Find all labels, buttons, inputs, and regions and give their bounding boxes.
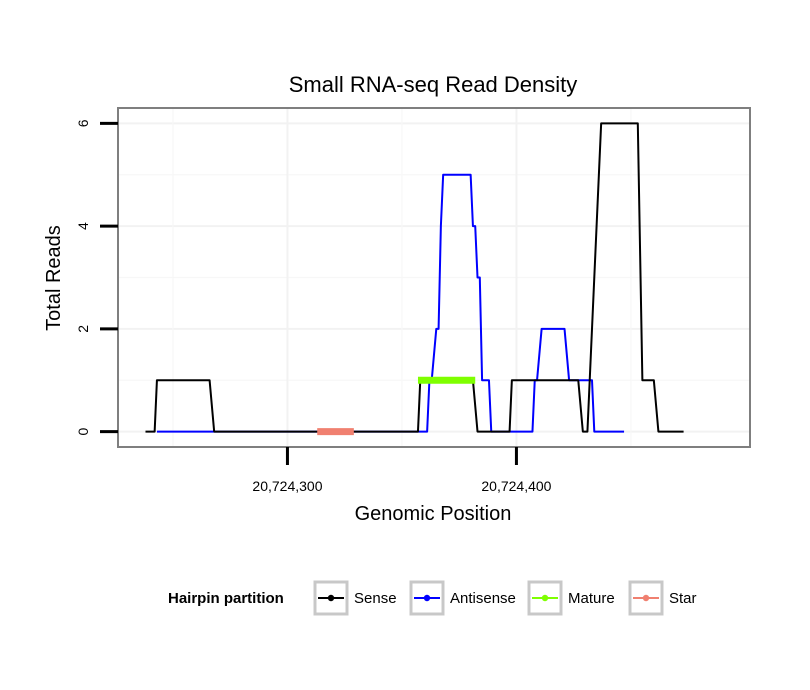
legend: Hairpin partition Sense Antisense Mature St… [168, 580, 697, 616]
legend-label-star: Star [669, 590, 697, 607]
legend-item-sense: Sense [313, 580, 397, 616]
legend-key-point-sense [327, 594, 335, 602]
series-line-sense [145, 122, 684, 433]
y-axis-title: Total Reads [43, 225, 65, 331]
legend-key-point-mature [541, 594, 549, 602]
legend-label-sense: Sense [354, 590, 397, 607]
y-tick-label: 2 [75, 325, 91, 333]
x-tick-label: 20,724,300 [252, 478, 322, 494]
x-tick-label: 20,724,400 [481, 478, 551, 494]
y-tick-label: 0 [75, 427, 91, 435]
y-axis: 0 2 4 6 [75, 119, 118, 435]
series-lines [145, 122, 684, 436]
y-tick-label: 6 [75, 119, 91, 127]
plot-panel [117, 107, 751, 448]
panel-border [117, 107, 751, 448]
x-axis: 20,724,300 20,724,400 [252, 447, 552, 494]
legend-item-antisense: Antisense [409, 580, 516, 616]
legend-key-point-star [642, 594, 650, 602]
legend-label-mature: Mature [568, 590, 615, 607]
legend-item-star: Star [628, 580, 697, 616]
legend-label-antisense: Antisense [450, 590, 516, 607]
chart-title: Small RNA-seq Read Density [289, 72, 578, 97]
x-axis-title: Genomic Position [355, 503, 512, 525]
legend-key-point-antisense [423, 594, 431, 602]
legend-title: Hairpin partition [168, 590, 284, 607]
legend-item-mature: Mature [527, 580, 615, 616]
y-tick-label: 4 [75, 222, 91, 230]
